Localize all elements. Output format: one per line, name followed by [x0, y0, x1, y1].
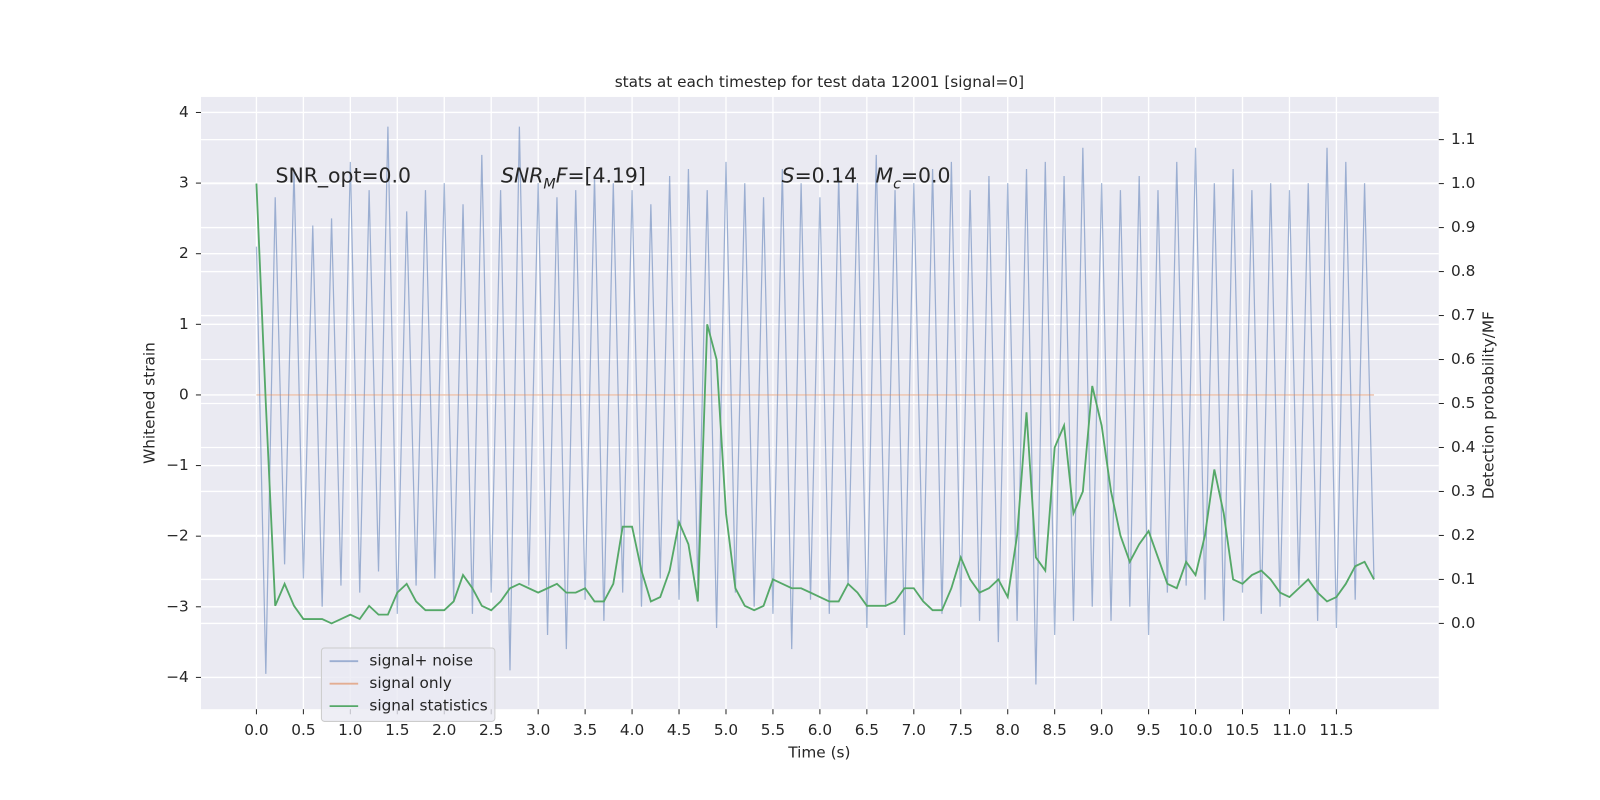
series-line [255, 183, 1375, 625]
series-line [255, 126, 1375, 685]
legend-label: signal+ noise [369, 652, 473, 670]
annotation-part: SNR_opt=0.0 [276, 164, 412, 189]
legend-label: signal statistics [369, 697, 487, 715]
legend-label: signal only [369, 674, 451, 692]
y2-tick-label: 0.6 [1451, 350, 1475, 368]
y2-tick-label: 0.7 [1451, 306, 1475, 324]
y2-tick-label: 0.0 [1451, 614, 1475, 632]
x-tick-label: 5.5 [761, 721, 785, 739]
x-tick-label: 9.5 [1136, 721, 1160, 739]
annotation-part: =0.0 [901, 164, 951, 188]
annotation-part: =0.14 [795, 164, 858, 188]
y2-tick-label: 0.8 [1451, 262, 1475, 280]
y2-tick-label: 0.1 [1451, 570, 1475, 588]
x-tick-label: 10.5 [1225, 721, 1259, 739]
x-tick-label: 10.0 [1179, 721, 1213, 739]
labels: 0.0 0.5 1.0 1.5 2.0 2.5 3.0 3.5 4.0 4.5 5.0 5.5 6.0 6… [166, 103, 1475, 739]
annotation-part: c [893, 177, 901, 193]
x-tick-label: 2.5 [479, 721, 503, 739]
y2-tick-label: 0.5 [1451, 394, 1475, 412]
x-axis-label: Time (s) [787, 744, 850, 762]
x-tick-label: 1.5 [385, 721, 409, 739]
x-tick-label: 4.5 [667, 721, 691, 739]
y2-tick-label: 1.0 [1451, 174, 1475, 192]
x-tick-label: 11.5 [1319, 721, 1353, 739]
annotation-part: =[4.19] [567, 164, 645, 188]
x-tick-label: 5.0 [714, 721, 738, 739]
x-tick-label: 0.0 [244, 721, 268, 739]
y2-tick-label: 0.9 [1451, 218, 1475, 236]
marks [255, 126, 1375, 685]
annotation: S=0.14 [782, 164, 857, 188]
y2-tick-label: 0.4 [1451, 438, 1475, 456]
x-tick-label: 3.5 [573, 721, 597, 739]
x-tick-label: 7.5 [949, 721, 973, 739]
legend: signal+ noise signal only signal statistic… [320, 647, 496, 722]
x-tick-label: 8.0 [996, 721, 1020, 739]
y2-tick-label: 1.1 [1451, 130, 1475, 148]
x-tick-label: 1.0 [338, 721, 362, 739]
annotation: Mc=0.0 [876, 164, 951, 193]
annotation: SNR_opt=0.0 [276, 164, 412, 189]
x-tick-label: 4.0 [620, 721, 644, 739]
y2-axis-label: Detection probability/MF [1479, 311, 1497, 499]
y-tick-label: 0 [179, 385, 189, 403]
x-tick-label: 6.0 [808, 721, 832, 739]
x-tick-label: 6.5 [855, 721, 879, 739]
legend-box [320, 647, 496, 722]
x-tick-label: 0.5 [291, 721, 315, 739]
y-tick-label: 3 [179, 174, 189, 192]
annotation-part: M [876, 164, 894, 188]
x-tick-label: 2.0 [432, 721, 456, 739]
y-tick-label: 4 [179, 103, 189, 121]
y-tick-label: 2 [179, 244, 189, 262]
y-tick-label: 1 [179, 315, 189, 333]
y2-tick-label: 0.3 [1451, 482, 1475, 500]
y-tick-label: −4 [166, 668, 189, 686]
y-tick-label: −1 [166, 456, 189, 474]
annotation-part: SNR [501, 164, 543, 188]
x-tick-label: 11.0 [1272, 721, 1306, 739]
x-tick-label: 7.0 [902, 721, 926, 739]
annotation-part: F [556, 164, 568, 188]
y-axis-label: Whitened strain [141, 342, 159, 464]
annotation-part: M [543, 177, 555, 193]
y-tick-label: −2 [166, 527, 189, 545]
x-tick-label: 8.5 [1043, 721, 1067, 739]
chart-title: stats at each timestep for test data 120… [615, 73, 1024, 91]
y2-tick-label: 0.2 [1451, 526, 1475, 544]
annotation-part: S [782, 164, 795, 188]
x-tick-label: 9.0 [1089, 721, 1113, 739]
y-tick-label: −3 [166, 597, 189, 615]
annotation: SNRMF=[4.19] [501, 164, 646, 193]
x-tick-label: 3.0 [526, 721, 550, 739]
